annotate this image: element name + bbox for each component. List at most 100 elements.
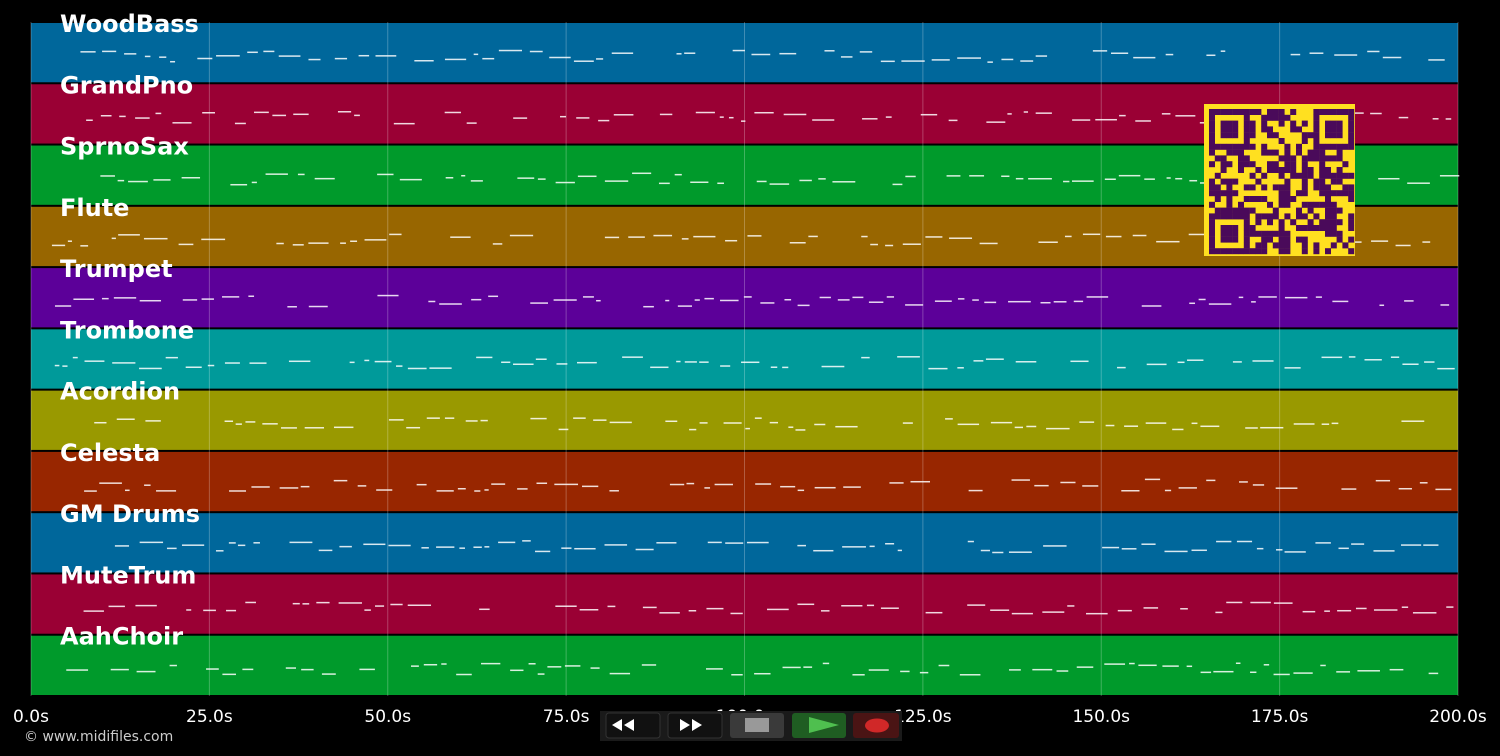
rewind-button[interactable]: [605, 712, 661, 739]
note: [665, 299, 670, 302]
qr-cell: [1330, 172, 1337, 179]
note: [136, 670, 156, 673]
qr-cell: [1272, 184, 1279, 191]
note: [1133, 56, 1156, 59]
note: [720, 365, 731, 367]
note: [824, 50, 835, 52]
note: [276, 242, 284, 245]
note: [288, 360, 311, 363]
note: [782, 666, 801, 669]
note: [686, 482, 695, 485]
note: [574, 547, 596, 550]
note: [1321, 423, 1330, 425]
note: [870, 243, 878, 246]
qr-cell: [1313, 120, 1320, 127]
qr-cell: [1243, 230, 1250, 237]
note: [596, 58, 604, 60]
qr-cell: [1232, 207, 1239, 214]
note: [665, 420, 678, 423]
qr-cell: [1336, 236, 1343, 243]
qr-cell: [1226, 109, 1233, 115]
note: [990, 609, 1010, 611]
qr-cell: [1336, 155, 1343, 162]
note: [354, 114, 360, 117]
note: [406, 426, 421, 429]
qr-cell: [1232, 230, 1239, 237]
note: [537, 178, 546, 180]
qr-cell: [1232, 248, 1239, 255]
note: [1250, 601, 1271, 604]
note: [1124, 425, 1139, 427]
note: [411, 665, 419, 667]
qr-cell: [1342, 190, 1349, 197]
stop-button[interactable]: [730, 713, 784, 738]
qr-cell: [1325, 167, 1331, 173]
note: [359, 668, 375, 671]
note: [364, 239, 387, 241]
note: [1076, 666, 1094, 668]
qr-cell: [1313, 201, 1320, 208]
qr-cell: [1301, 132, 1308, 139]
note: [1146, 363, 1167, 366]
note: [281, 427, 297, 429]
copyright: © www.midifiles.com: [24, 729, 173, 745]
note: [556, 363, 568, 365]
qr-cell: [1209, 248, 1215, 255]
qr-cell: [1284, 230, 1291, 237]
note: [534, 550, 551, 553]
note: [135, 117, 150, 119]
note: [1104, 663, 1126, 665]
note: [1015, 177, 1024, 180]
note: [339, 545, 352, 548]
forward-button[interactable]: [667, 712, 723, 739]
play-button[interactable]: [792, 713, 846, 738]
note: [813, 549, 834, 552]
note: [1060, 481, 1076, 484]
note: [819, 296, 831, 299]
note: [720, 299, 739, 302]
qr-cell: [1301, 242, 1308, 249]
qr-cell: [1301, 161, 1308, 168]
note: [1070, 360, 1089, 363]
note: [1284, 296, 1308, 299]
qr-cell: [1249, 132, 1256, 139]
note: [1216, 540, 1232, 543]
qr-cell: [1284, 248, 1291, 255]
note: [695, 111, 715, 114]
note: [1423, 544, 1439, 546]
note: [517, 488, 528, 490]
note: [704, 487, 711, 489]
note: [852, 296, 864, 299]
note: [1238, 296, 1244, 299]
qr-cell: [1301, 225, 1308, 231]
qr-cell: [1325, 248, 1331, 255]
transport: [600, 711, 902, 741]
note: [535, 358, 547, 360]
qr-cell: [1296, 126, 1302, 133]
note: [900, 670, 910, 673]
note: [957, 423, 980, 426]
qr-cell: [1267, 149, 1273, 156]
qr-cell: [1249, 109, 1256, 115]
note: [279, 487, 299, 489]
note: [1178, 487, 1197, 489]
qr-cell: [1278, 167, 1285, 173]
note: [1144, 478, 1161, 481]
qr-cell: [1290, 120, 1297, 127]
record-button[interactable]: [853, 713, 899, 738]
note: [607, 605, 616, 608]
note: [439, 303, 462, 305]
note: [628, 236, 645, 238]
qr-cell: [1336, 126, 1343, 133]
qr-cell: [1319, 167, 1326, 173]
note: [1428, 59, 1445, 61]
qr-cell: [1261, 126, 1268, 133]
note: [564, 665, 581, 667]
track-band: [31, 329, 1458, 389]
note: [723, 422, 742, 424]
note: [185, 366, 202, 368]
note: [1145, 422, 1167, 424]
note: [681, 238, 689, 240]
note: [985, 358, 1004, 360]
note: [318, 549, 333, 552]
